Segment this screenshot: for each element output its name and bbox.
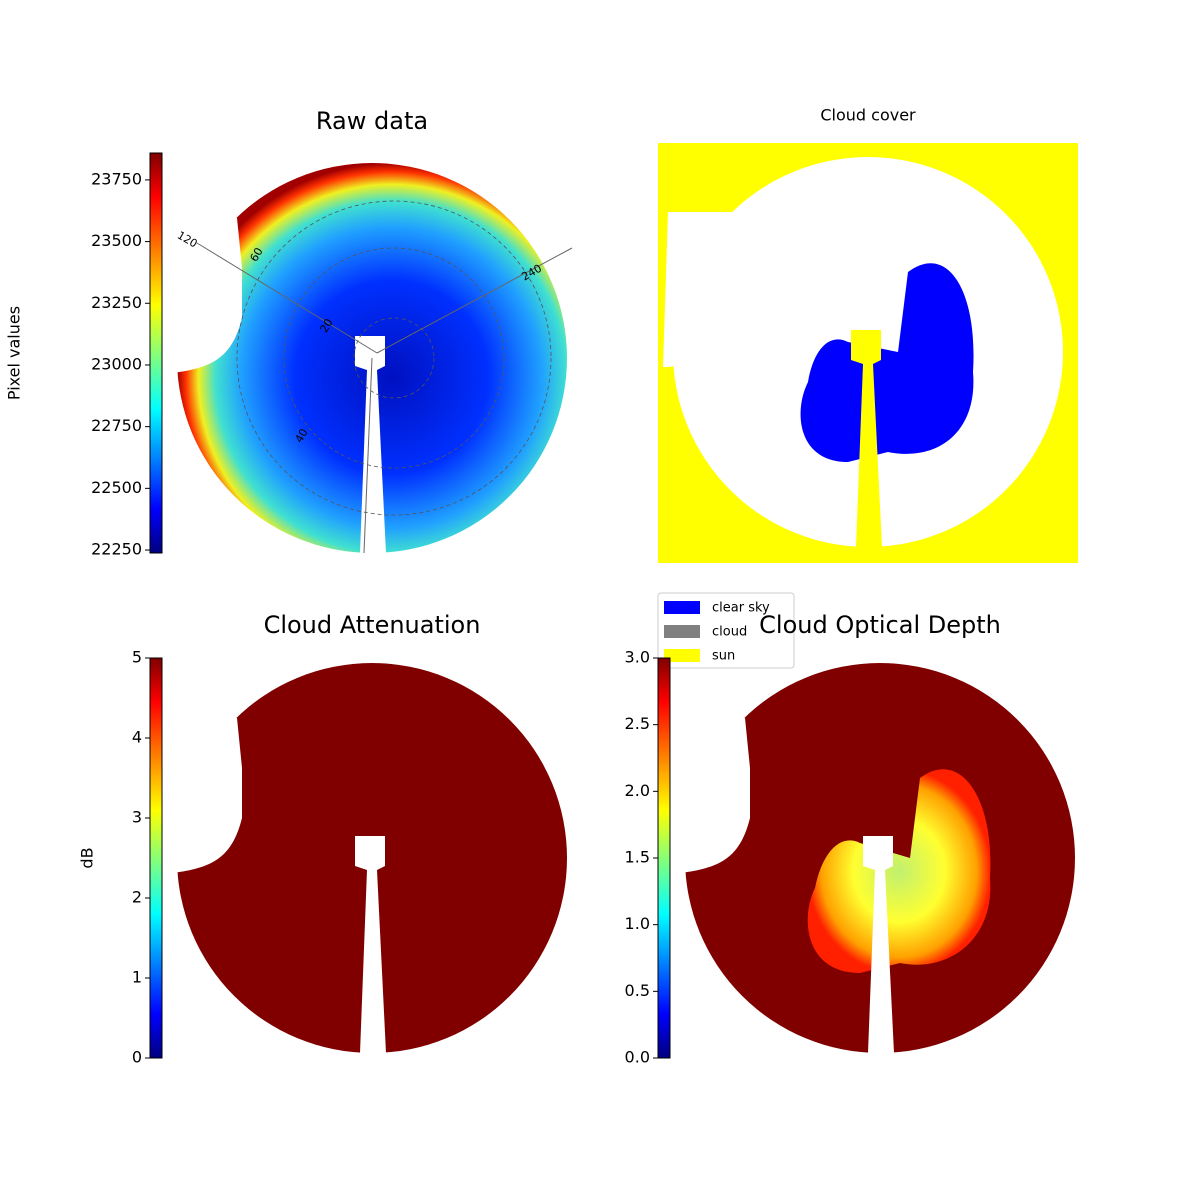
colorbar-tick-label: 23500 xyxy=(91,231,142,250)
legend-swatch xyxy=(664,625,700,638)
colorbar xyxy=(149,657,163,1059)
obstruction xyxy=(663,212,738,367)
colorbar-tick-label: 0 xyxy=(132,1048,142,1067)
colorbar-tick-label: 3.0 xyxy=(625,648,650,667)
colorbar-tick-label: 2.0 xyxy=(625,781,650,800)
azimuth-line xyxy=(376,247,573,354)
cloud-region xyxy=(807,769,991,973)
instrument-arm xyxy=(355,836,386,1053)
polar-label: 20 xyxy=(317,316,335,335)
colorbar-tick-label: 2.5 xyxy=(625,714,650,733)
polar-label: 40 xyxy=(292,426,310,445)
polar-grid xyxy=(353,317,435,399)
instrument-arm xyxy=(355,336,386,553)
chart-title: Cloud cover xyxy=(820,106,916,125)
colorbar-tick-label: 2 xyxy=(132,888,142,907)
colorbar-tick-label: 22250 xyxy=(91,540,142,559)
azimuth-line xyxy=(363,357,373,554)
legend-label: clear sky xyxy=(712,601,770,616)
obstruction xyxy=(675,718,750,873)
polar-grid xyxy=(236,200,552,516)
instrument-arm xyxy=(851,330,882,547)
instrument-arm xyxy=(863,836,894,1053)
colorbar xyxy=(149,152,163,554)
colorbar-tick-label: 1.0 xyxy=(625,914,650,933)
legend-swatch xyxy=(664,601,700,614)
colorbar-tick-label: 1 xyxy=(132,968,142,987)
legend-label: sun xyxy=(712,649,735,664)
colorbar-tick-label: 22750 xyxy=(91,416,142,435)
chart-title: Cloud Attenuation xyxy=(264,611,481,639)
polar-label: 60 xyxy=(247,245,265,264)
clear-sky-region xyxy=(800,263,974,462)
colorbar-tick-label: 22500 xyxy=(91,478,142,497)
obstruction xyxy=(167,218,242,373)
obstruction xyxy=(167,718,242,873)
polar-grid xyxy=(283,247,505,469)
colorbar-tick-label: 23750 xyxy=(91,169,142,188)
legend-label: cloud xyxy=(712,625,747,640)
colorbar xyxy=(657,657,671,1059)
colorbar-tick-label: 3 xyxy=(132,808,142,827)
colorbar-label: Pixel values xyxy=(5,306,24,400)
colorbar-label: dB xyxy=(78,847,97,868)
chart-title: Raw data xyxy=(316,107,428,135)
colorbar-tick-label: 0.0 xyxy=(625,1048,650,1067)
colorbar-tick-label: 23000 xyxy=(91,354,142,373)
colorbar-tick-label: 23250 xyxy=(91,293,142,312)
azimuth-line xyxy=(196,242,378,354)
legend-swatch xyxy=(664,649,700,662)
colorbar-tick-label: 4 xyxy=(132,728,142,747)
colorbar-tick-label: 1.5 xyxy=(625,848,650,867)
colorbar-tick-label: 5 xyxy=(132,648,142,667)
chart-title: Cloud Optical Depth xyxy=(759,611,1001,639)
colorbar-tick-label: 0.5 xyxy=(625,981,650,1000)
